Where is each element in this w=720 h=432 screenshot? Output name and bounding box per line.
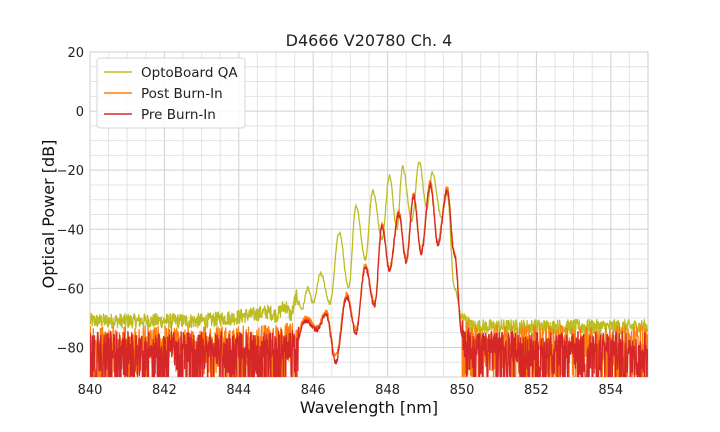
legend-box xyxy=(96,57,246,129)
series-line xyxy=(90,161,648,335)
legend: OptoBoard QA Post Burn-In Pre Burn-In xyxy=(96,57,246,129)
x-tick-label: 850 xyxy=(450,383,475,398)
y-tick-label: −40 xyxy=(57,223,84,238)
y-axis-label: Optical Power [dB] xyxy=(39,140,58,289)
x-tick-label: 848 xyxy=(375,383,400,398)
y-tick-label: 20 xyxy=(67,46,84,61)
y-tick-label: −20 xyxy=(57,164,84,179)
legend-label: Pre Burn-In xyxy=(141,107,216,123)
y-tick-label: −80 xyxy=(57,341,84,356)
legend-label: Post Burn-In xyxy=(141,86,223,102)
x-axis-label: Wavelength [nm] xyxy=(300,398,438,417)
x-tick-label: 854 xyxy=(598,383,623,398)
x-tick-label: 844 xyxy=(226,383,251,398)
series-lines xyxy=(90,161,648,377)
series-line xyxy=(90,182,648,377)
x-tick-label: 846 xyxy=(301,383,326,398)
y-tick-label: 0 xyxy=(76,105,84,120)
x-tick-label: 852 xyxy=(524,383,549,398)
x-tick-label: 840 xyxy=(78,383,103,398)
x-tick-label: 842 xyxy=(152,383,177,398)
tick-labels: 840 842 844 846 848 850 852 854 20 0 −20 −40 −60 −80 xyxy=(57,46,624,398)
y-tick-label: −60 xyxy=(57,282,84,297)
legend-label: OptoBoard QA xyxy=(141,65,238,81)
chart-title: D4666 V20780 Ch. 4 xyxy=(286,31,453,50)
